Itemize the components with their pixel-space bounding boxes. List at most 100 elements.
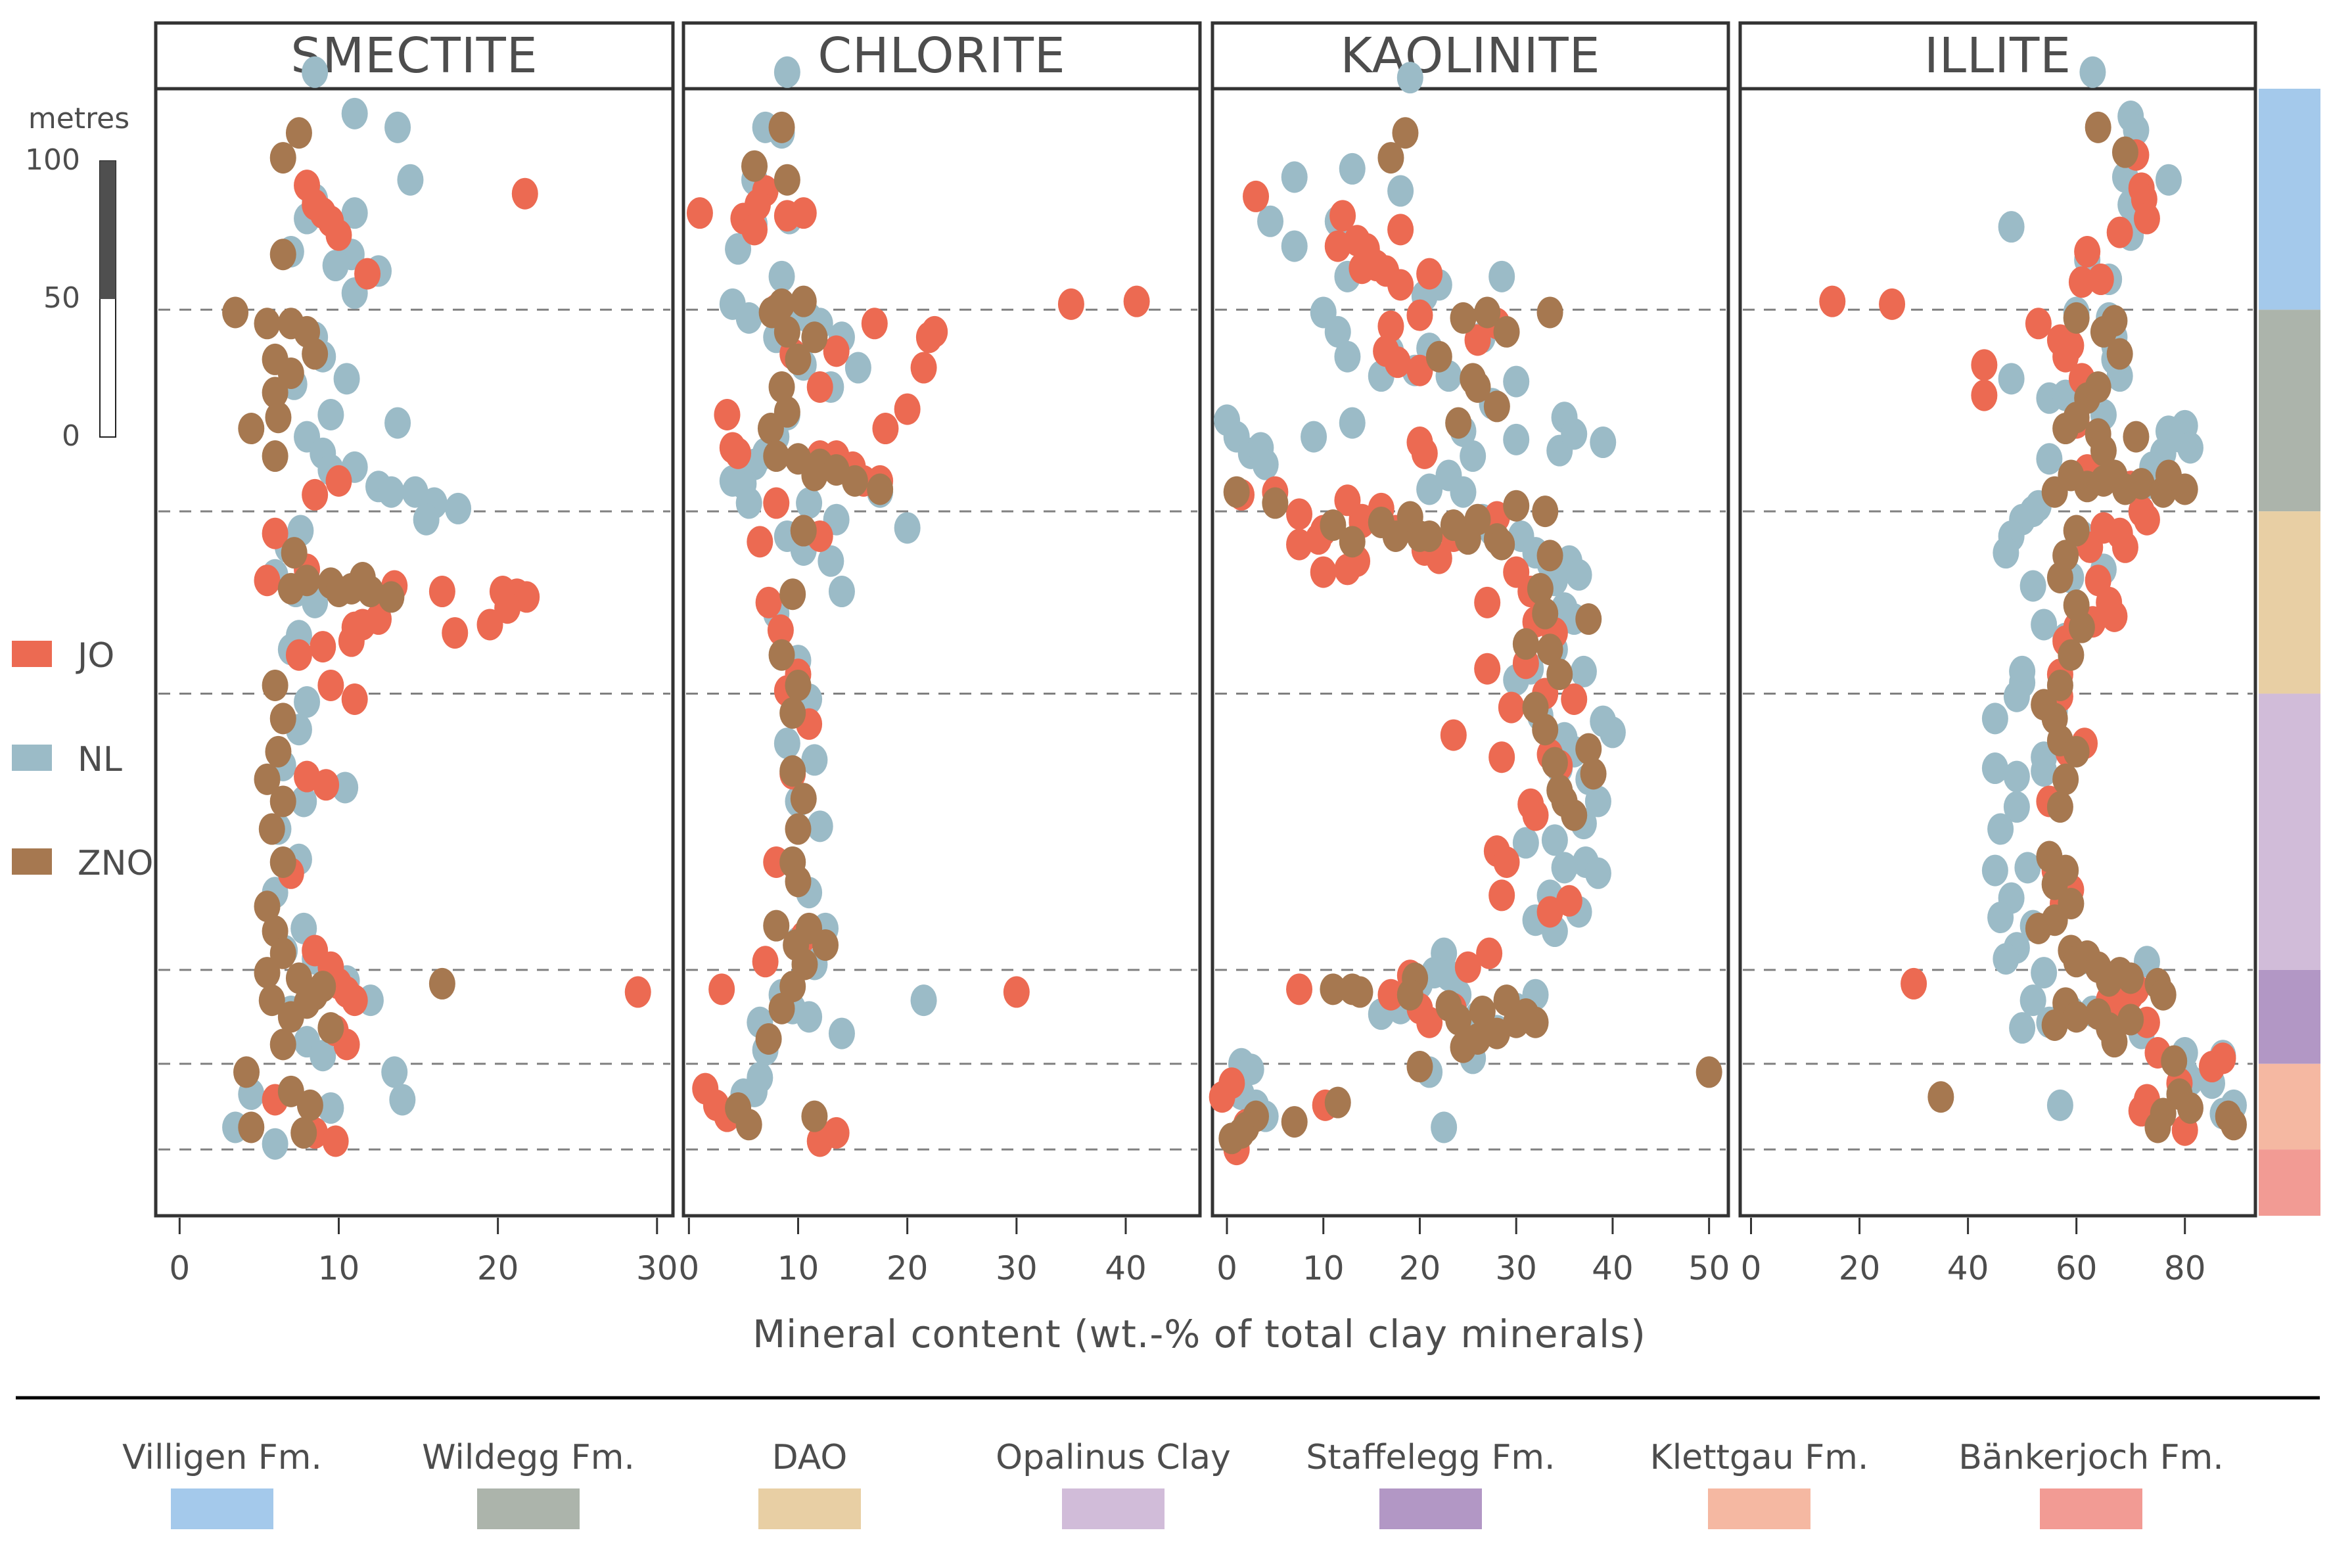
point-zno	[2063, 1001, 2090, 1033]
point-jo	[872, 413, 899, 445]
point-zno	[1503, 490, 1530, 522]
point-nl	[1339, 407, 1366, 439]
point-zno	[763, 910, 790, 942]
point-zno	[779, 755, 806, 787]
point-jo	[325, 465, 352, 497]
x-tick-label: 50	[1688, 1249, 1730, 1287]
point-nl	[1551, 852, 1578, 884]
point-zno	[258, 813, 285, 845]
point-jo	[861, 308, 888, 340]
strip-wildegg-fm	[2259, 310, 2320, 512]
point-zno	[238, 1111, 265, 1143]
point-nl	[796, 1001, 823, 1033]
point-jo	[790, 197, 817, 229]
point-jo	[1377, 310, 1404, 342]
panel-header	[1738, 21, 2257, 91]
point-jo	[1310, 556, 1337, 588]
point-zno	[1493, 315, 1520, 348]
formation-legend-label: Klettgau Fm.	[1650, 1438, 1869, 1477]
point-nl	[2003, 760, 2030, 793]
panel-title-illite: ILLITE	[1924, 28, 2071, 84]
point-zno	[790, 783, 817, 815]
point-nl	[2009, 1012, 2036, 1044]
point-nl	[1998, 363, 2025, 395]
x-tick-label: 10	[777, 1249, 819, 1287]
point-jo	[1819, 285, 1846, 317]
point-nl	[397, 164, 424, 196]
x-tick-label: 80	[2164, 1249, 2206, 1287]
point-jo	[1476, 937, 1503, 969]
point-nl	[341, 97, 368, 129]
x-tick-label: 40	[1947, 1249, 1989, 1287]
point-zno	[1445, 407, 1472, 439]
x-tick-label: 0	[678, 1249, 699, 1287]
point-zno	[262, 440, 288, 473]
strip-b-nkerjoch-fm	[2259, 1149, 2320, 1216]
point-zno	[779, 971, 806, 1003]
point-nl	[341, 197, 368, 229]
strip-dao	[2259, 511, 2320, 694]
point-nl	[1460, 440, 1487, 473]
x-tick-label: 40	[1592, 1249, 1634, 1287]
point-zno	[2220, 1109, 2247, 1141]
point-jo	[921, 315, 948, 348]
point-jo	[428, 576, 455, 608]
point-zno	[428, 967, 455, 1000]
point-jo	[823, 335, 850, 367]
point-nl	[381, 1056, 408, 1088]
point-zno	[1262, 487, 1289, 519]
point-nl	[1488, 260, 1515, 292]
legend-label-jo: JO	[76, 636, 114, 676]
panel-smectite: SMECTITE 0 10 20 30	[154, 21, 678, 1287]
point-jo	[322, 1125, 349, 1157]
point-zno	[269, 1028, 296, 1061]
point-zno	[1474, 296, 1501, 329]
panel-header	[154, 21, 675, 91]
point-zno	[1445, 1003, 1472, 1036]
point-nl	[2003, 791, 2030, 823]
point-nl	[910, 984, 937, 1017]
x-tick-label: 0	[1216, 1249, 1237, 1287]
point-zno	[254, 308, 281, 340]
point-jo	[806, 371, 833, 403]
point-zno	[1382, 520, 1409, 552]
point-jo	[1123, 285, 1150, 317]
point-zno	[269, 142, 296, 174]
formation-legend-item-klettgau-fm: Klettgau Fm.	[1650, 1438, 1869, 1529]
point-jo	[1416, 258, 1443, 290]
formation-legend-item-wildegg-fm: Wildegg Fm.	[422, 1438, 635, 1529]
point-jo	[2025, 308, 2052, 340]
depth-scale-tick-50: 50	[43, 281, 80, 315]
point-zno	[2150, 979, 2177, 1011]
point-nl	[1324, 315, 1351, 348]
point-jo	[1488, 741, 1515, 773]
depth-scale-tick-100: 100	[25, 143, 80, 177]
point-nl	[322, 250, 349, 282]
legend-label-zno: ZNO	[78, 844, 153, 883]
formation-legend: Villigen Fm. Wildegg Fm. DAO Opalinus Clay S…	[122, 1438, 2224, 1529]
point-zno	[1454, 523, 1481, 555]
point-nl	[844, 352, 871, 384]
point-jo	[1474, 586, 1501, 618]
point-jo	[1522, 799, 1549, 831]
point-nl	[1584, 857, 1611, 889]
x-tick-label: 30	[1495, 1249, 1537, 1287]
point-jo	[1411, 437, 1438, 469]
panel-kaolinite: KAOLINITE 0 10 20 30 40 50	[1209, 21, 1730, 1287]
point-zno	[867, 473, 894, 505]
point-jo	[1879, 288, 1906, 320]
point-nl	[389, 1084, 416, 1116]
point-jo	[747, 526, 773, 558]
point-nl	[2036, 443, 2063, 475]
point-nl	[1339, 152, 1366, 185]
point-zno	[2111, 136, 2138, 168]
x-tick-label: 10	[318, 1249, 360, 1287]
point-zno	[773, 315, 800, 348]
legend-item-jo: JO	[12, 636, 114, 676]
strip-klettgau-fm	[2259, 1063, 2320, 1150]
point-nl	[1237, 1053, 1264, 1086]
point-nl	[1565, 559, 1592, 591]
point-nl	[2177, 432, 2203, 464]
point-jo	[1561, 683, 1588, 715]
point-jo	[254, 565, 281, 597]
